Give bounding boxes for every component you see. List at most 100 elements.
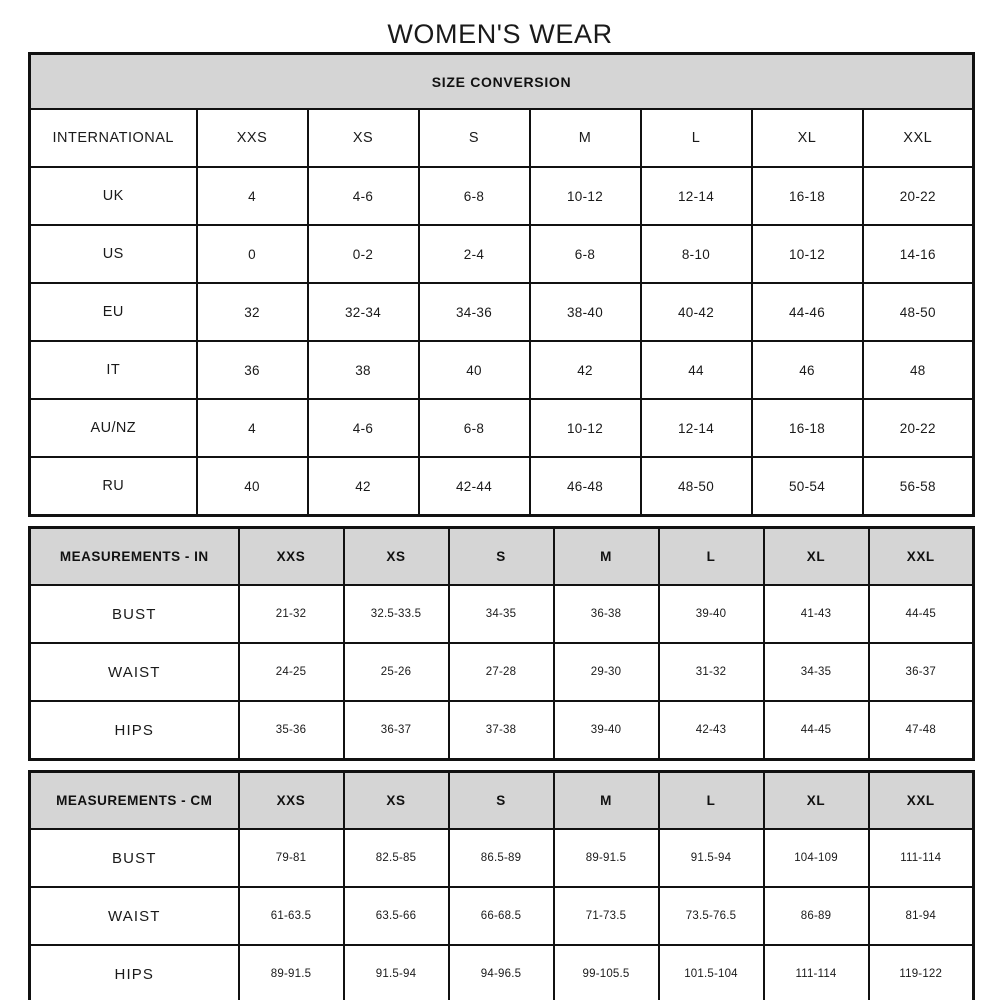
table-cell: 36 [195,340,309,400]
column-header-xl: XL [750,108,864,168]
row-label: HIPS [28,700,240,761]
row-label: WAIST [28,886,240,946]
table-cell: 39-40 [552,700,660,761]
table-cell: 99-105.5 [552,944,660,1000]
row-label: BUST [28,584,240,644]
row-label: US [28,224,198,284]
table-cell: 6-8 [528,224,642,284]
table-cell: 50-54 [750,456,864,517]
table-row: BUST 79-81 82.5-85 86.5-89 89-91.5 91.5-… [28,828,975,888]
table-cell: 63.5-66 [342,886,450,946]
table-cell: 36-37 [867,642,975,702]
table-cell: 34-36 [417,282,531,342]
table-cell: 34-35 [762,642,870,702]
table-cell: 32 [195,282,309,342]
table-cell: 12-14 [639,166,753,226]
table-row: BUST 21-32 32.5-33.5 34-35 36-38 39-40 4… [28,584,975,644]
column-header-xxs: XXS [195,108,309,168]
column-header-international: INTERNATIONAL [28,108,198,168]
table-cell: 10-12 [528,398,642,458]
column-header-l: L [639,108,753,168]
table-cell: 25-26 [342,642,450,702]
table-row: IT 36 38 40 42 44 46 48 [28,340,975,400]
table-cell: 73.5-76.5 [657,886,765,946]
column-header-xs: XS [342,526,450,586]
row-label: EU [28,282,198,342]
table-cell: 16-18 [750,166,864,226]
table-cell: 89-91.5 [552,828,660,888]
table-cell: 0-2 [306,224,420,284]
table-cell: 0 [195,224,309,284]
table-cell: 36-37 [342,700,450,761]
column-header-m: M [528,108,642,168]
table-cell: 111-114 [762,944,870,1000]
column-header-xxl: XXL [867,770,975,830]
column-header-l: L [657,526,765,586]
row-label: RU [28,456,198,517]
table-cell: 42 [528,340,642,400]
table-cell: 38-40 [528,282,642,342]
table-cell: 44-46 [750,282,864,342]
table-cell: 94-96.5 [447,944,555,1000]
table-cell: 8-10 [639,224,753,284]
table-cell: 47-48 [867,700,975,761]
row-label: UK [28,166,198,226]
column-header-measurements-in: MEASUREMENTS - IN [28,526,240,586]
table-cell: 36-38 [552,584,660,644]
measurements-cm-table: MEASUREMENTS - CM XXS XS S M L XL XXL BU… [28,770,975,1000]
row-label: WAIST [28,642,240,702]
table-cell: 20-22 [861,166,975,226]
table-cell: 6-8 [417,398,531,458]
table-cell: 16-18 [750,398,864,458]
table-cell: 32.5-33.5 [342,584,450,644]
column-header-m: M [552,770,660,830]
column-header-xxs: XXS [237,526,345,586]
table-cell: 44 [639,340,753,400]
table-cell: 91.5-94 [657,828,765,888]
column-header-xs: XS [342,770,450,830]
table-cell: 40-42 [639,282,753,342]
measurements-in-tbody: BUST 21-32 32.5-33.5 34-35 36-38 39-40 4… [28,584,975,761]
table-cell: 86-89 [762,886,870,946]
size-conversion-header-row: INTERNATIONAL XXS XS S M L XL XXL [28,108,975,168]
table-row: AU/NZ 4 4-6 6-8 10-12 12-14 16-18 20-22 [28,398,975,458]
table-row: HIPS 89-91.5 91.5-94 94-96.5 99-105.5 10… [28,944,975,1000]
row-label: IT [28,340,198,400]
table-cell: 27-28 [447,642,555,702]
table-cell: 79-81 [237,828,345,888]
table-cell: 71-73.5 [552,886,660,946]
row-label: HIPS [28,944,240,1000]
column-header-m: M [552,526,660,586]
size-conversion-thead: SIZE CONVERSION INTERNATIONAL XXS XS S M… [28,52,975,168]
column-header-xxl: XXL [867,526,975,586]
measurements-in-table: MEASUREMENTS - IN XXS XS S M L XL XXL BU… [28,526,975,761]
row-label: AU/NZ [28,398,198,458]
table-cell: 48-50 [639,456,753,517]
table-cell: 24-25 [237,642,345,702]
table-cell: 20-22 [861,398,975,458]
table-cell: 34-35 [447,584,555,644]
table-cell: 40 [195,456,309,517]
row-label: BUST [28,828,240,888]
table-row: WAIST 61-63.5 63.5-66 66-68.5 71-73.5 73… [28,886,975,946]
column-header-xxl: XXL [861,108,975,168]
table-cell: 101.5-104 [657,944,765,1000]
table-row: EU 32 32-34 34-36 38-40 40-42 44-46 48-5… [28,282,975,342]
table-cell: 61-63.5 [237,886,345,946]
table-cell: 4-6 [306,398,420,458]
table-cell: 46 [750,340,864,400]
table-cell: 6-8 [417,166,531,226]
table-cell: 10-12 [528,166,642,226]
table-cell: 4-6 [306,166,420,226]
column-header-s: S [447,526,555,586]
table-spacer [0,517,1000,526]
size-conversion-table-wrapper: SIZE CONVERSION INTERNATIONAL XXS XS S M… [28,52,976,517]
table-cell: 48 [861,340,975,400]
table-cell: 4 [195,398,309,458]
table-cell: 31-32 [657,642,765,702]
table-cell: 37-38 [447,700,555,761]
table-cell: 4 [195,166,309,226]
table-cell: 12-14 [639,398,753,458]
size-conversion-banner: SIZE CONVERSION [28,52,975,110]
measurements-in-header-row: MEASUREMENTS - IN XXS XS S M L XL XXL [28,526,975,586]
